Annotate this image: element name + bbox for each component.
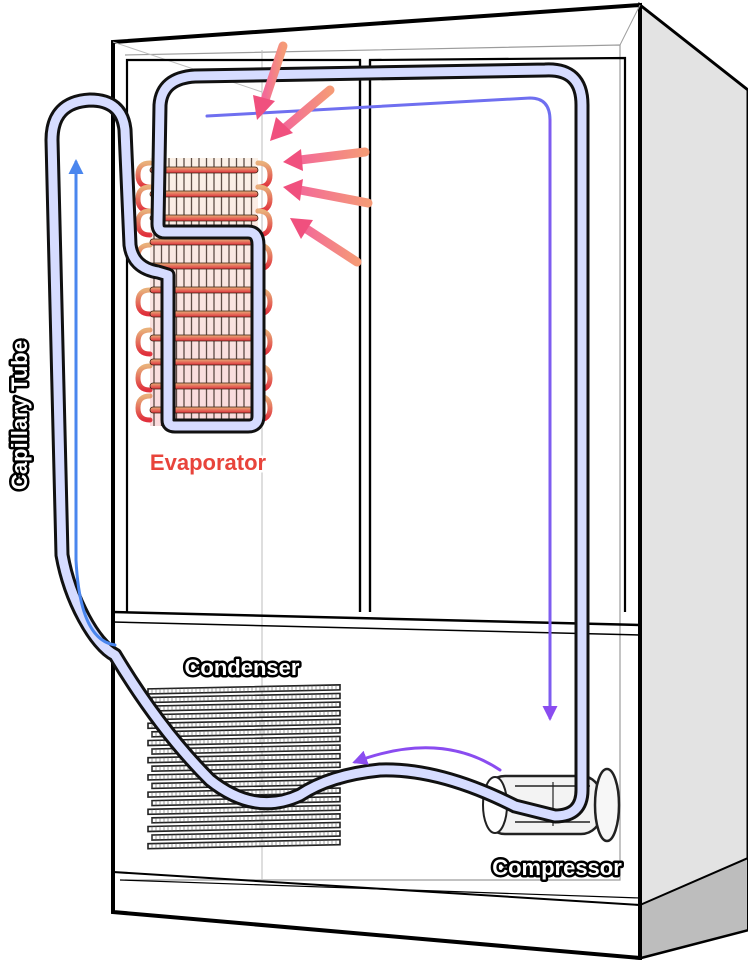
side-panel [638, 1, 748, 960]
condenser-label: Condenser [185, 655, 300, 680]
flow-arrow-capillary-up [68, 159, 117, 647]
compressor-label: Compressor [492, 855, 622, 880]
heat-arrow [283, 147, 370, 171]
heat-arrow [290, 218, 362, 267]
flow-arrow-to-condenser [352, 746, 502, 772]
heat-arrow [253, 41, 288, 120]
flow-arrows [68, 96, 558, 772]
evaporator-label: Evaporator [150, 450, 267, 475]
heat-arrow [270, 85, 335, 141]
heat-arrows [253, 41, 373, 267]
heat-arrow [283, 179, 373, 208]
back-frame [124, 44, 621, 881]
condenser-grille [147, 684, 341, 850]
flow-arrow-top-right [205, 96, 552, 122]
capillary-tube-label: Capillary Tube [7, 340, 32, 490]
compressor-end-cap [593, 767, 621, 843]
refrigerant-tube [44, 62, 590, 824]
refrigerator-cabinet [111, 1, 748, 960]
